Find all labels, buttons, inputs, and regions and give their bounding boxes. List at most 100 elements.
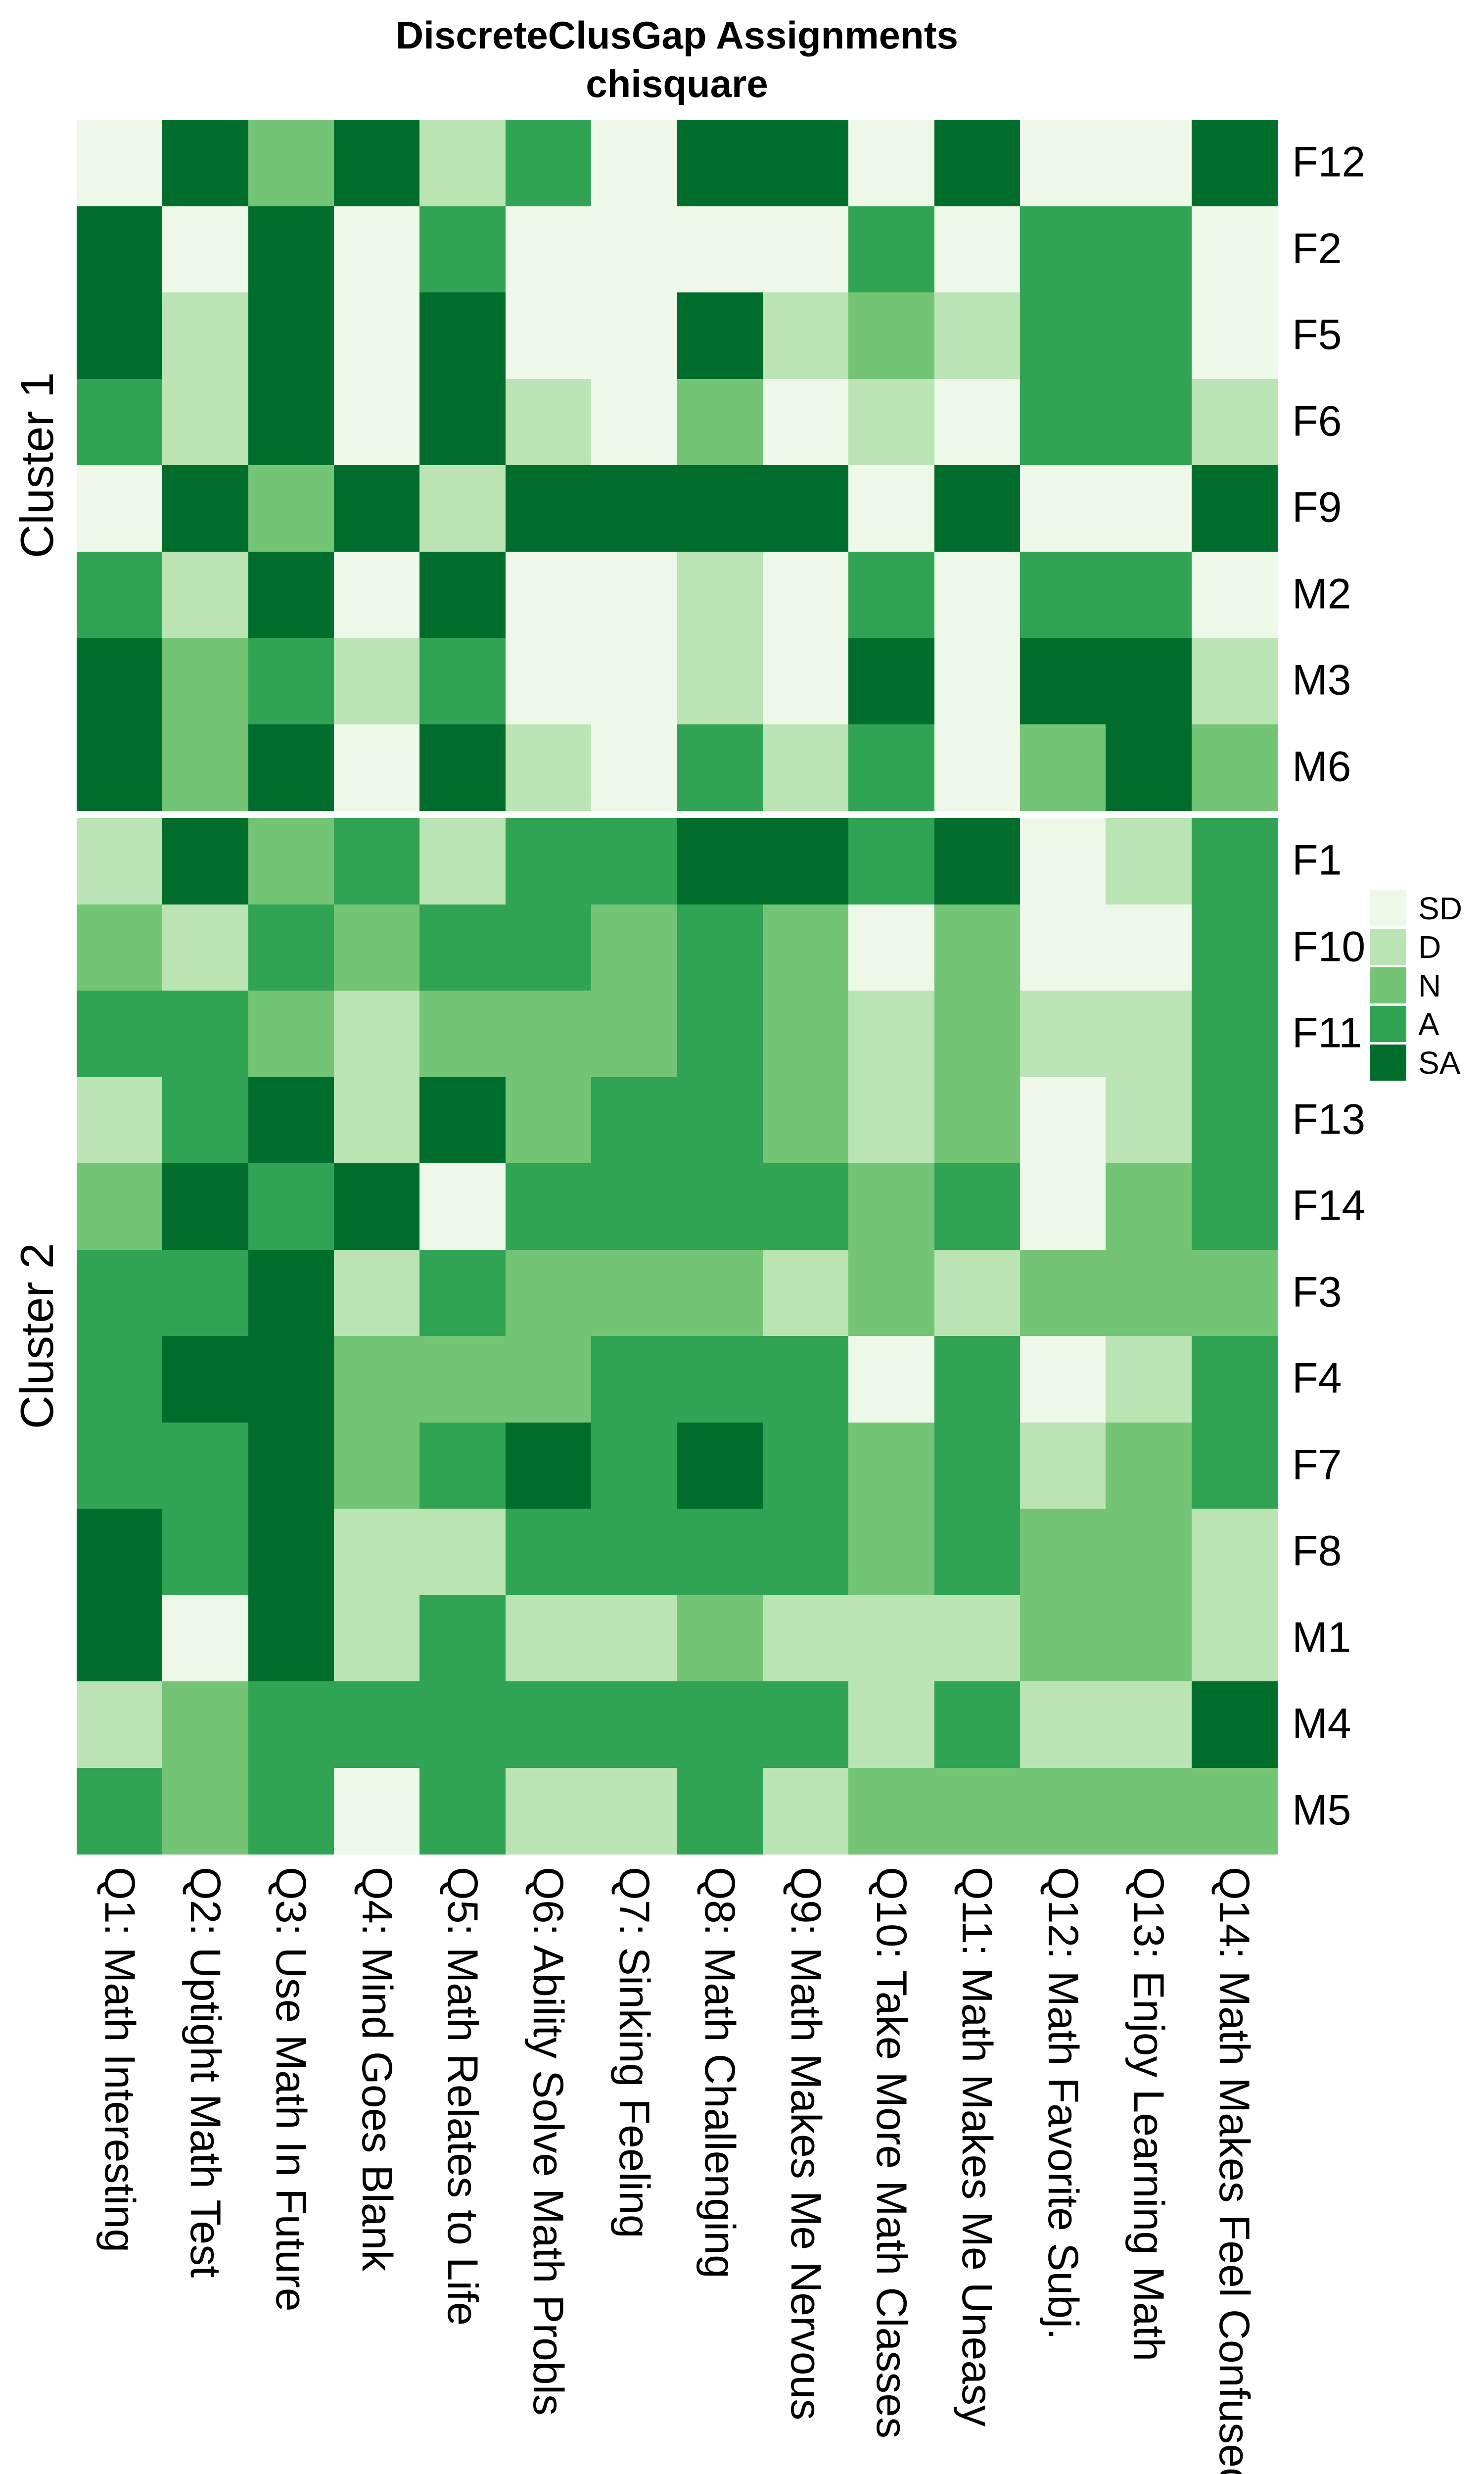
heatmap-cell (248, 818, 334, 905)
heatmap-cell (419, 1163, 506, 1250)
heatmap-cell (334, 1681, 420, 1768)
row-label: F13 (1292, 1095, 1366, 1143)
heatmap-cell (677, 991, 763, 1078)
heatmap-cell (505, 1422, 592, 1509)
row-label: F12 (1292, 138, 1366, 186)
heatmap-cell (505, 904, 592, 991)
heatmap-cell (77, 1163, 163, 1250)
heatmap-cell (591, 818, 678, 905)
heatmap-cell (934, 120, 1020, 207)
heatmap-cell (934, 1509, 1020, 1596)
column-label: Q9: Math Makes Me Nervous (782, 1867, 830, 2421)
heatmap-cell (1191, 1595, 1278, 1682)
heatmap-cell (762, 465, 849, 552)
heatmap-cell (1191, 1509, 1278, 1596)
row-label: F10 (1292, 923, 1366, 971)
heatmap-cell (934, 1077, 1020, 1164)
heatmap-cell (419, 1509, 506, 1596)
heatmap-cell (762, 379, 849, 466)
heatmap-cell (419, 818, 506, 905)
row-label: F5 (1292, 311, 1342, 359)
heatmap-cell (677, 818, 763, 905)
heatmap-cell (591, 1767, 678, 1855)
heatmap-cell (762, 292, 849, 380)
heatmap-cell (505, 1249, 592, 1336)
heatmap-cell (505, 1681, 592, 1768)
heatmap-cell (419, 1767, 506, 1855)
heatmap-cell (677, 1163, 763, 1250)
heatmap-cell (162, 379, 249, 466)
heatmap-cell (505, 1336, 592, 1423)
heatmap-cell (1106, 724, 1192, 811)
heatmap-cell (1191, 379, 1278, 466)
heatmap-cell (677, 638, 763, 725)
heatmap-cell (1191, 724, 1278, 811)
column-label: Q1: Math Interesting (95, 1867, 143, 2253)
heatmap-cell (762, 1163, 849, 1250)
heatmap-cell (248, 379, 334, 466)
heatmap-cell (505, 551, 592, 638)
heatmap-cell (162, 465, 249, 552)
heatmap-cell (677, 1681, 763, 1768)
heatmap-cell (934, 1767, 1020, 1855)
heatmap-cell (419, 1249, 506, 1336)
heatmap-cell (677, 1767, 763, 1855)
heatmap-cell (677, 1422, 763, 1509)
legend-swatch (1370, 967, 1406, 1003)
heatmap-cell (77, 991, 163, 1078)
heatmap-cell (419, 206, 506, 293)
heatmap-cell (162, 1595, 249, 1682)
heatmap-cell (848, 638, 935, 725)
heatmap-cell (77, 551, 163, 638)
heatmap-cell (77, 292, 163, 380)
heatmap-cell (248, 991, 334, 1078)
heatmap-cell (1020, 1681, 1107, 1768)
heatmap-cell (505, 1767, 592, 1855)
heatmap-cell (1191, 1336, 1278, 1423)
heatmap-cell (762, 551, 849, 638)
heatmap-cell (1106, 638, 1192, 725)
heatmap-cell (1020, 1249, 1107, 1336)
heatmap-cell (591, 1509, 678, 1596)
heatmap-cell (1106, 379, 1192, 466)
heatmap-cell (334, 465, 420, 552)
legend-entry: D (1370, 929, 1462, 965)
heatmap-cell (1020, 818, 1107, 905)
heatmap-cell (1106, 1681, 1192, 1768)
heatmap-cell (934, 292, 1020, 380)
heatmap-cell (677, 1509, 763, 1596)
heatmap-cell (591, 991, 678, 1078)
heatmap-cell (334, 818, 420, 905)
legend-entry: A (1370, 1006, 1462, 1042)
heatmap-cell (77, 206, 163, 293)
heatmap-cell (591, 292, 678, 380)
heatmap-cell (762, 818, 849, 905)
heatmap-cell (677, 120, 763, 207)
heatmap-cell (334, 120, 420, 207)
heatmap-cell (934, 991, 1020, 1078)
heatmap-cell (77, 1422, 163, 1509)
heatmap-cell (334, 206, 420, 293)
legend-label: SD (1418, 890, 1462, 926)
heatmap-cell (677, 379, 763, 466)
heatmap-cell (848, 818, 935, 905)
row-label: M4 (1292, 1700, 1351, 1748)
heatmap-cell (1191, 465, 1278, 552)
heatmap-cell (1106, 1509, 1192, 1596)
heatmap-cell (505, 991, 592, 1078)
heatmap-cell (162, 904, 249, 991)
heatmap-cell (1191, 1681, 1278, 1768)
heatmap-cell (162, 1422, 249, 1509)
heatmap-cell (934, 1595, 1020, 1682)
heatmap-cell (334, 1336, 420, 1423)
heatmap-cell (762, 120, 849, 207)
heatmap-cell (762, 1767, 849, 1855)
heatmap-cell (77, 638, 163, 725)
column-label: Q12: Math Favorite Subj. (1039, 1867, 1087, 2340)
heatmap-cell (162, 1077, 249, 1164)
heatmap-cell (848, 724, 935, 811)
heatmap-cell (1191, 1249, 1278, 1336)
heatmap-cell (505, 1077, 592, 1164)
heatmap-cell (248, 292, 334, 380)
